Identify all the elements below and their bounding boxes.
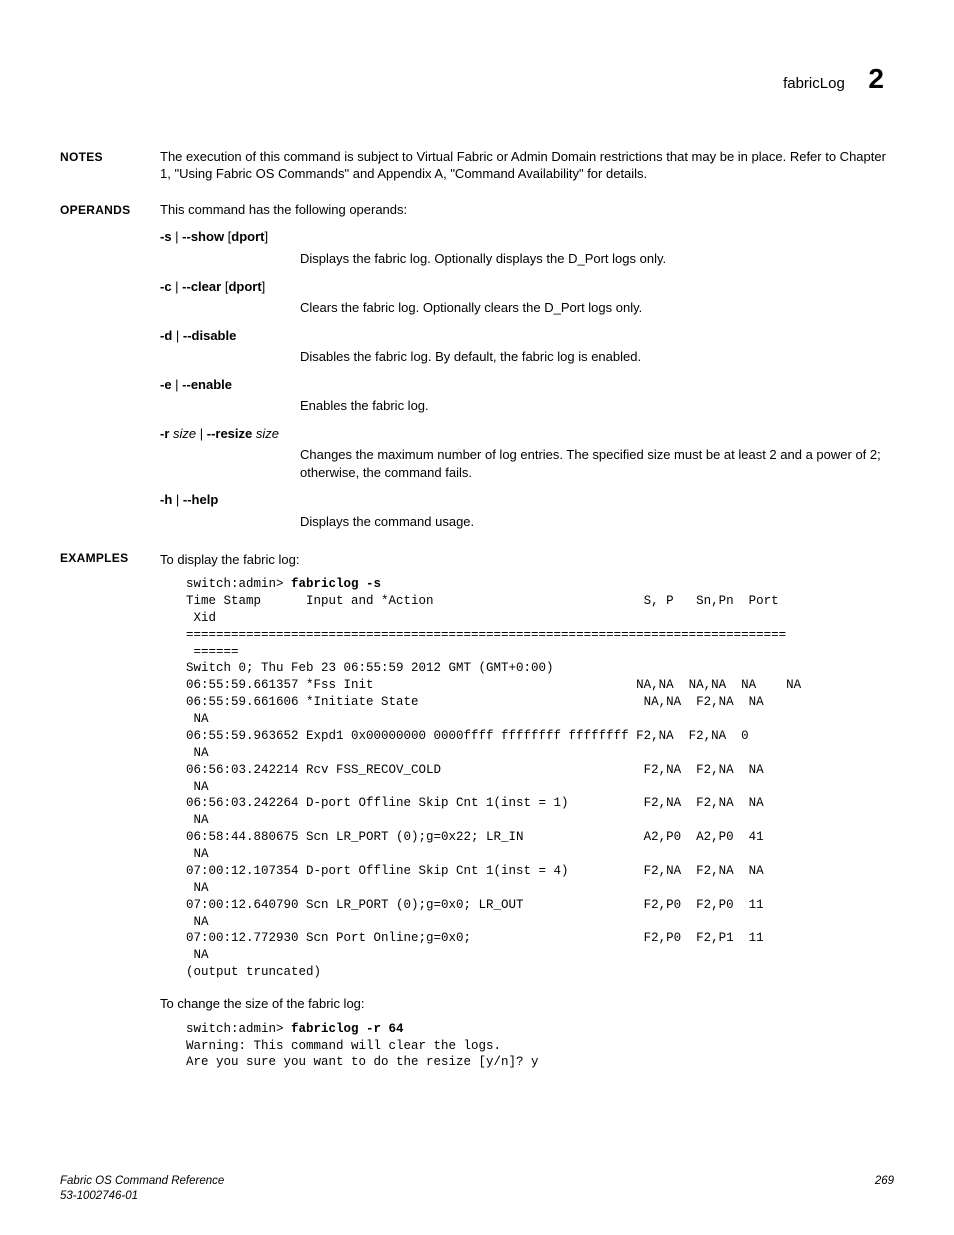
operand-disable: -d | --disable Disables the fabric log. …: [160, 327, 894, 366]
operand-desc: Changes the maximum number of log entrie…: [300, 446, 894, 481]
code-block-1: switch:admin> fabriclog -s Time Stamp In…: [186, 576, 894, 981]
operand-term: -e | --enable: [160, 377, 232, 392]
header-title: fabricLog: [783, 74, 845, 94]
operand-term: -c | --clear [dport]: [160, 279, 265, 294]
examples-section: EXAMPLES To display the fabric log: swit…: [60, 549, 894, 1086]
notes-label: NOTES: [60, 148, 160, 165]
operand-show: -s | --show [dport] Displays the fabric …: [160, 228, 894, 267]
operands-body: This command has the following operands:…: [160, 201, 894, 531]
operand-term: -r size | --resize size: [160, 426, 279, 441]
operand-desc: Disables the fabric log. By default, the…: [300, 348, 894, 366]
footer-page-number: 269: [875, 1174, 894, 1205]
footer-doc-title: Fabric OS Command Reference: [60, 1174, 224, 1190]
page-footer: Fabric OS Command Reference 53-1002746-0…: [60, 1174, 894, 1205]
examples-body: To display the fabric log: switch:admin>…: [160, 549, 894, 1086]
operand-desc: Displays the fabric log. Optionally disp…: [300, 250, 894, 268]
operand-desc: Clears the fabric log. Optionally clears…: [300, 299, 894, 317]
page-header: fabricLog 2: [60, 60, 894, 98]
operand-term: -h | --help: [160, 492, 218, 507]
chapter-number: 2: [868, 60, 884, 98]
operand-term: -d | --disable: [160, 328, 236, 343]
operand-term: -s | --show [dport]: [160, 229, 268, 244]
notes-body: The execution of this command is subject…: [160, 148, 894, 183]
operands-section: OPERANDS This command has the following …: [60, 201, 894, 531]
document-page: fabricLog 2 NOTES The execution of this …: [0, 0, 954, 1235]
operand-clear: -c | --clear [dport] Clears the fabric l…: [160, 278, 894, 317]
example-intro-1: To display the fabric log:: [160, 551, 894, 569]
footer-doc-id: 53-1002746-01: [60, 1189, 224, 1205]
code-block-2: switch:admin> fabriclog -r 64 Warning: T…: [186, 1021, 894, 1072]
operand-help: -h | --help Displays the command usage.: [160, 491, 894, 530]
examples-label: EXAMPLES: [60, 549, 160, 566]
operand-desc: Enables the fabric log.: [300, 397, 894, 415]
notes-section: NOTES The execution of this command is s…: [60, 148, 894, 183]
operand-desc: Displays the command usage.: [300, 513, 894, 531]
example-intro-2: To change the size of the fabric log:: [160, 995, 894, 1013]
operands-label: OPERANDS: [60, 201, 160, 218]
operand-enable: -e | --enable Enables the fabric log.: [160, 376, 894, 415]
footer-left: Fabric OS Command Reference 53-1002746-0…: [60, 1174, 224, 1205]
operands-intro: This command has the following operands:: [160, 201, 894, 219]
operand-resize: -r size | --resize size Changes the maxi…: [160, 425, 894, 482]
